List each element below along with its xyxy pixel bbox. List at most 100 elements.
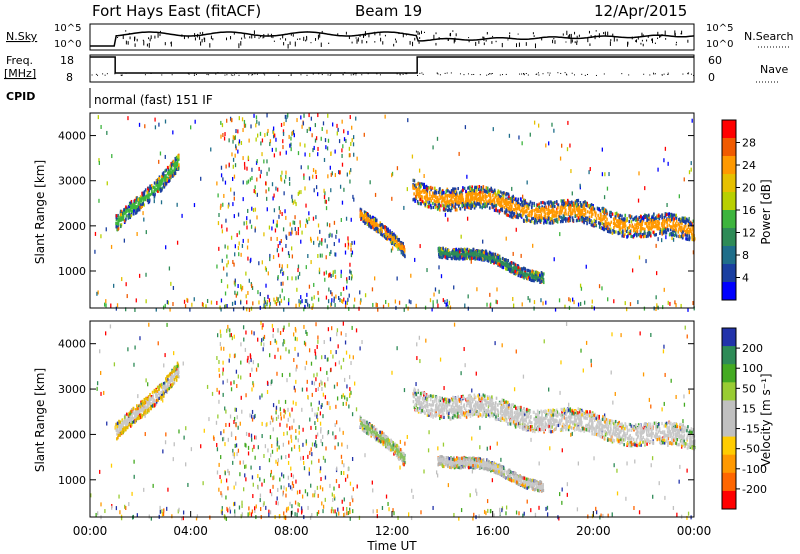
- range-gate: [520, 253, 522, 258]
- echo-cell: [512, 261, 515, 265]
- echo-cell: [446, 194, 448, 198]
- echo-cell: [467, 206, 470, 210]
- echo-cell: [530, 214, 533, 218]
- range-gate: [248, 278, 250, 283]
- echo-cell: [484, 196, 486, 200]
- echo-cell: [505, 205, 508, 209]
- echo-cell: [541, 205, 543, 209]
- range-gate: [234, 163, 237, 168]
- echo-cell: [589, 204, 592, 208]
- nave-point: [473, 73, 475, 75]
- echo-cell: [522, 275, 524, 279]
- echo-cell: [541, 209, 543, 213]
- range-gate: [309, 152, 311, 157]
- echo-cell: [465, 254, 468, 258]
- echo-cell: [512, 200, 515, 204]
- echo-cell: [676, 224, 678, 228]
- range-gate: [345, 216, 348, 221]
- echo-cell: [655, 233, 658, 237]
- range-gate: [255, 115, 258, 120]
- echo-cell: [420, 190, 422, 194]
- echo-cell: [124, 207, 127, 211]
- range-gate: [464, 303, 466, 308]
- echo-cell: [680, 234, 683, 239]
- range-gate: [306, 292, 308, 297]
- echo-cell: [368, 218, 370, 222]
- echo-cell: [633, 216, 636, 221]
- echo-cell: [364, 221, 366, 226]
- range-gate: [266, 196, 268, 201]
- colorbar-tick-label: 24: [742, 159, 756, 172]
- range-gate: [332, 122, 334, 127]
- range-gate: [317, 113, 319, 118]
- echo-cell: [530, 209, 532, 214]
- nave-point: [95, 73, 97, 75]
- range-gate: [297, 438, 299, 443]
- range-gate: [638, 255, 641, 260]
- nave-point: [320, 72, 322, 74]
- y-tick-label: 3000: [58, 175, 86, 188]
- echo-cell: [517, 272, 520, 276]
- range-gate: [351, 412, 354, 417]
- range-gate: [290, 142, 292, 147]
- range-gate: [350, 276, 353, 281]
- range-gate: [353, 152, 355, 157]
- echo-cell: [529, 269, 531, 273]
- range-gate: [287, 276, 289, 281]
- echo-cell: [171, 174, 174, 178]
- echo-cell: [487, 201, 490, 205]
- nsky-tick-top: 10^5: [54, 23, 81, 34]
- range-gate: [572, 297, 574, 302]
- range-gate: [437, 303, 439, 308]
- echo-cell: [576, 199, 578, 203]
- echo-cell: [175, 164, 178, 168]
- echo-cell: [675, 216, 677, 220]
- range-gate: [105, 227, 107, 232]
- range-gate: [342, 144, 344, 149]
- range-gate: [569, 298, 572, 303]
- range-gate: [579, 283, 582, 288]
- range-gate: [349, 262, 351, 267]
- echo-cell: [633, 228, 636, 233]
- echo-cell: [633, 233, 635, 238]
- nave-point: [226, 74, 228, 76]
- range-gate: [610, 370, 612, 375]
- echo-cell: [436, 195, 439, 200]
- echo-cell: [503, 206, 506, 210]
- echo-cell: [569, 208, 572, 212]
- colorbar-segment: [722, 282, 736, 301]
- echo-cell: [497, 189, 500, 193]
- echo-cell: [563, 199, 566, 203]
- echo-cell: [491, 259, 493, 263]
- echo-cell: [595, 211, 597, 215]
- echo-cell: [169, 170, 172, 174]
- nsky-point: [382, 41, 384, 45]
- echo-cell: [399, 244, 402, 248]
- range-gate: [226, 254, 228, 259]
- range-gate: [116, 303, 119, 308]
- range-gate: [337, 507, 339, 512]
- echo-cell: [512, 213, 515, 217]
- freq-trace: [90, 56, 695, 76]
- echo-cell: [438, 255, 441, 259]
- range-gate: [311, 133, 313, 138]
- echo-cell: [448, 251, 451, 255]
- range-gate: [390, 248, 393, 253]
- range-gate: [558, 516, 560, 521]
- echo-cell: [623, 234, 625, 238]
- echo-cell: [601, 221, 604, 226]
- range-gate: [279, 294, 281, 299]
- echo-cell: [588, 211, 591, 215]
- echo-cell: [176, 161, 178, 166]
- range-gate: [220, 165, 223, 170]
- echo-cell: [496, 259, 498, 263]
- range-gate: [321, 487, 324, 492]
- range-gate: [310, 238, 312, 243]
- echo-cell: [481, 192, 484, 197]
- nsky-point: [244, 37, 246, 39]
- range-gate: [98, 160, 101, 165]
- echo-cell: [438, 193, 441, 197]
- echo-cell: [587, 218, 590, 222]
- range-gate: [567, 120, 569, 125]
- echo-cell: [635, 215, 638, 219]
